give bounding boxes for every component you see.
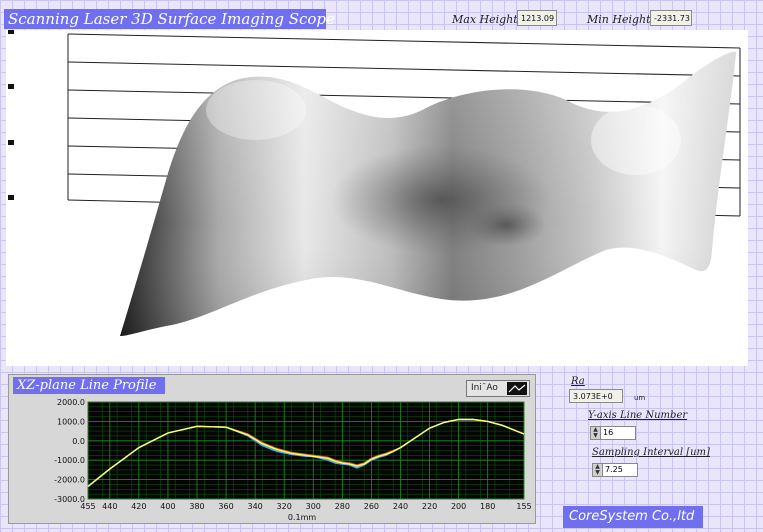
profile-series-line <box>87 418 525 487</box>
x-tick-label: 380 <box>189 502 204 511</box>
x-tick-label: 220 <box>422 502 437 511</box>
sampling-interval-label: Sampling Interval [um] <box>592 447 710 458</box>
plot-legend[interactable]: Ini¯Ao <box>466 380 530 397</box>
x-tick-label: 320 <box>277 502 292 511</box>
x-tick-label: 455 <box>80 502 95 511</box>
legend-line-icon <box>507 382 527 395</box>
y-tick-label: -1000.0 <box>54 456 85 465</box>
y-axis-line-input[interactable]: 16 <box>600 426 636 440</box>
increment-icon[interactable]: ▲ <box>593 426 598 433</box>
y-axis-line-label: Y-axis Line Number <box>588 410 688 421</box>
decrement-icon[interactable]: ▼ <box>595 469 600 476</box>
y-tick-label: 1000.0 <box>57 417 85 426</box>
x-axis-label: 0.1mm <box>288 513 317 522</box>
increment-icon[interactable]: ▲ <box>595 463 600 470</box>
x-tick-label: 180 <box>480 502 495 511</box>
max-height-value: 1213.09 <box>517 10 557 26</box>
company-label: CoreSystem Co.,ltd <box>563 506 703 528</box>
decrement-icon[interactable]: ▼ <box>593 432 598 439</box>
x-tick-label: 155 <box>516 502 531 511</box>
ra-unit: um <box>634 394 646 402</box>
sampling-interval-input[interactable]: 7.25 <box>602 463 638 477</box>
ra-value: 3.073E+0 <box>569 389 623 403</box>
x-tick-label: 360 <box>218 502 233 511</box>
x-tick-label: 280 <box>335 502 350 511</box>
x-tick-label: 420 <box>131 502 146 511</box>
min-height-value: -2331.73 <box>650 10 692 26</box>
x-tick-label: 260 <box>364 502 379 511</box>
x-tick-label: 340 <box>247 502 262 511</box>
min-height-label: Min Height <box>587 13 651 26</box>
y-tick-label: -3000.0 <box>54 495 85 504</box>
x-tick-label: 400 <box>160 502 175 511</box>
y-tick-label: 2000.0 <box>57 398 85 407</box>
legend-label: Ini¯Ao <box>471 383 498 393</box>
x-tick-label: 300 <box>306 502 321 511</box>
x-tick-label: 200 <box>451 502 466 511</box>
line-profile-title: XZ-plane Line Profile <box>13 377 165 394</box>
x-tick-label: 440 <box>102 502 117 511</box>
surface-3d-view <box>6 30 748 366</box>
y-tick-label: -2000.0 <box>54 476 85 485</box>
y-tick-label: 0.0 <box>72 437 85 446</box>
max-height-label: Max Height <box>452 13 518 26</box>
x-tick-label: 240 <box>393 502 408 511</box>
surface-3d-graphic <box>8 30 741 336</box>
ra-label: Ra <box>571 376 585 387</box>
app-title: Scanning Laser 3D Surface Imaging Scope <box>4 9 335 29</box>
